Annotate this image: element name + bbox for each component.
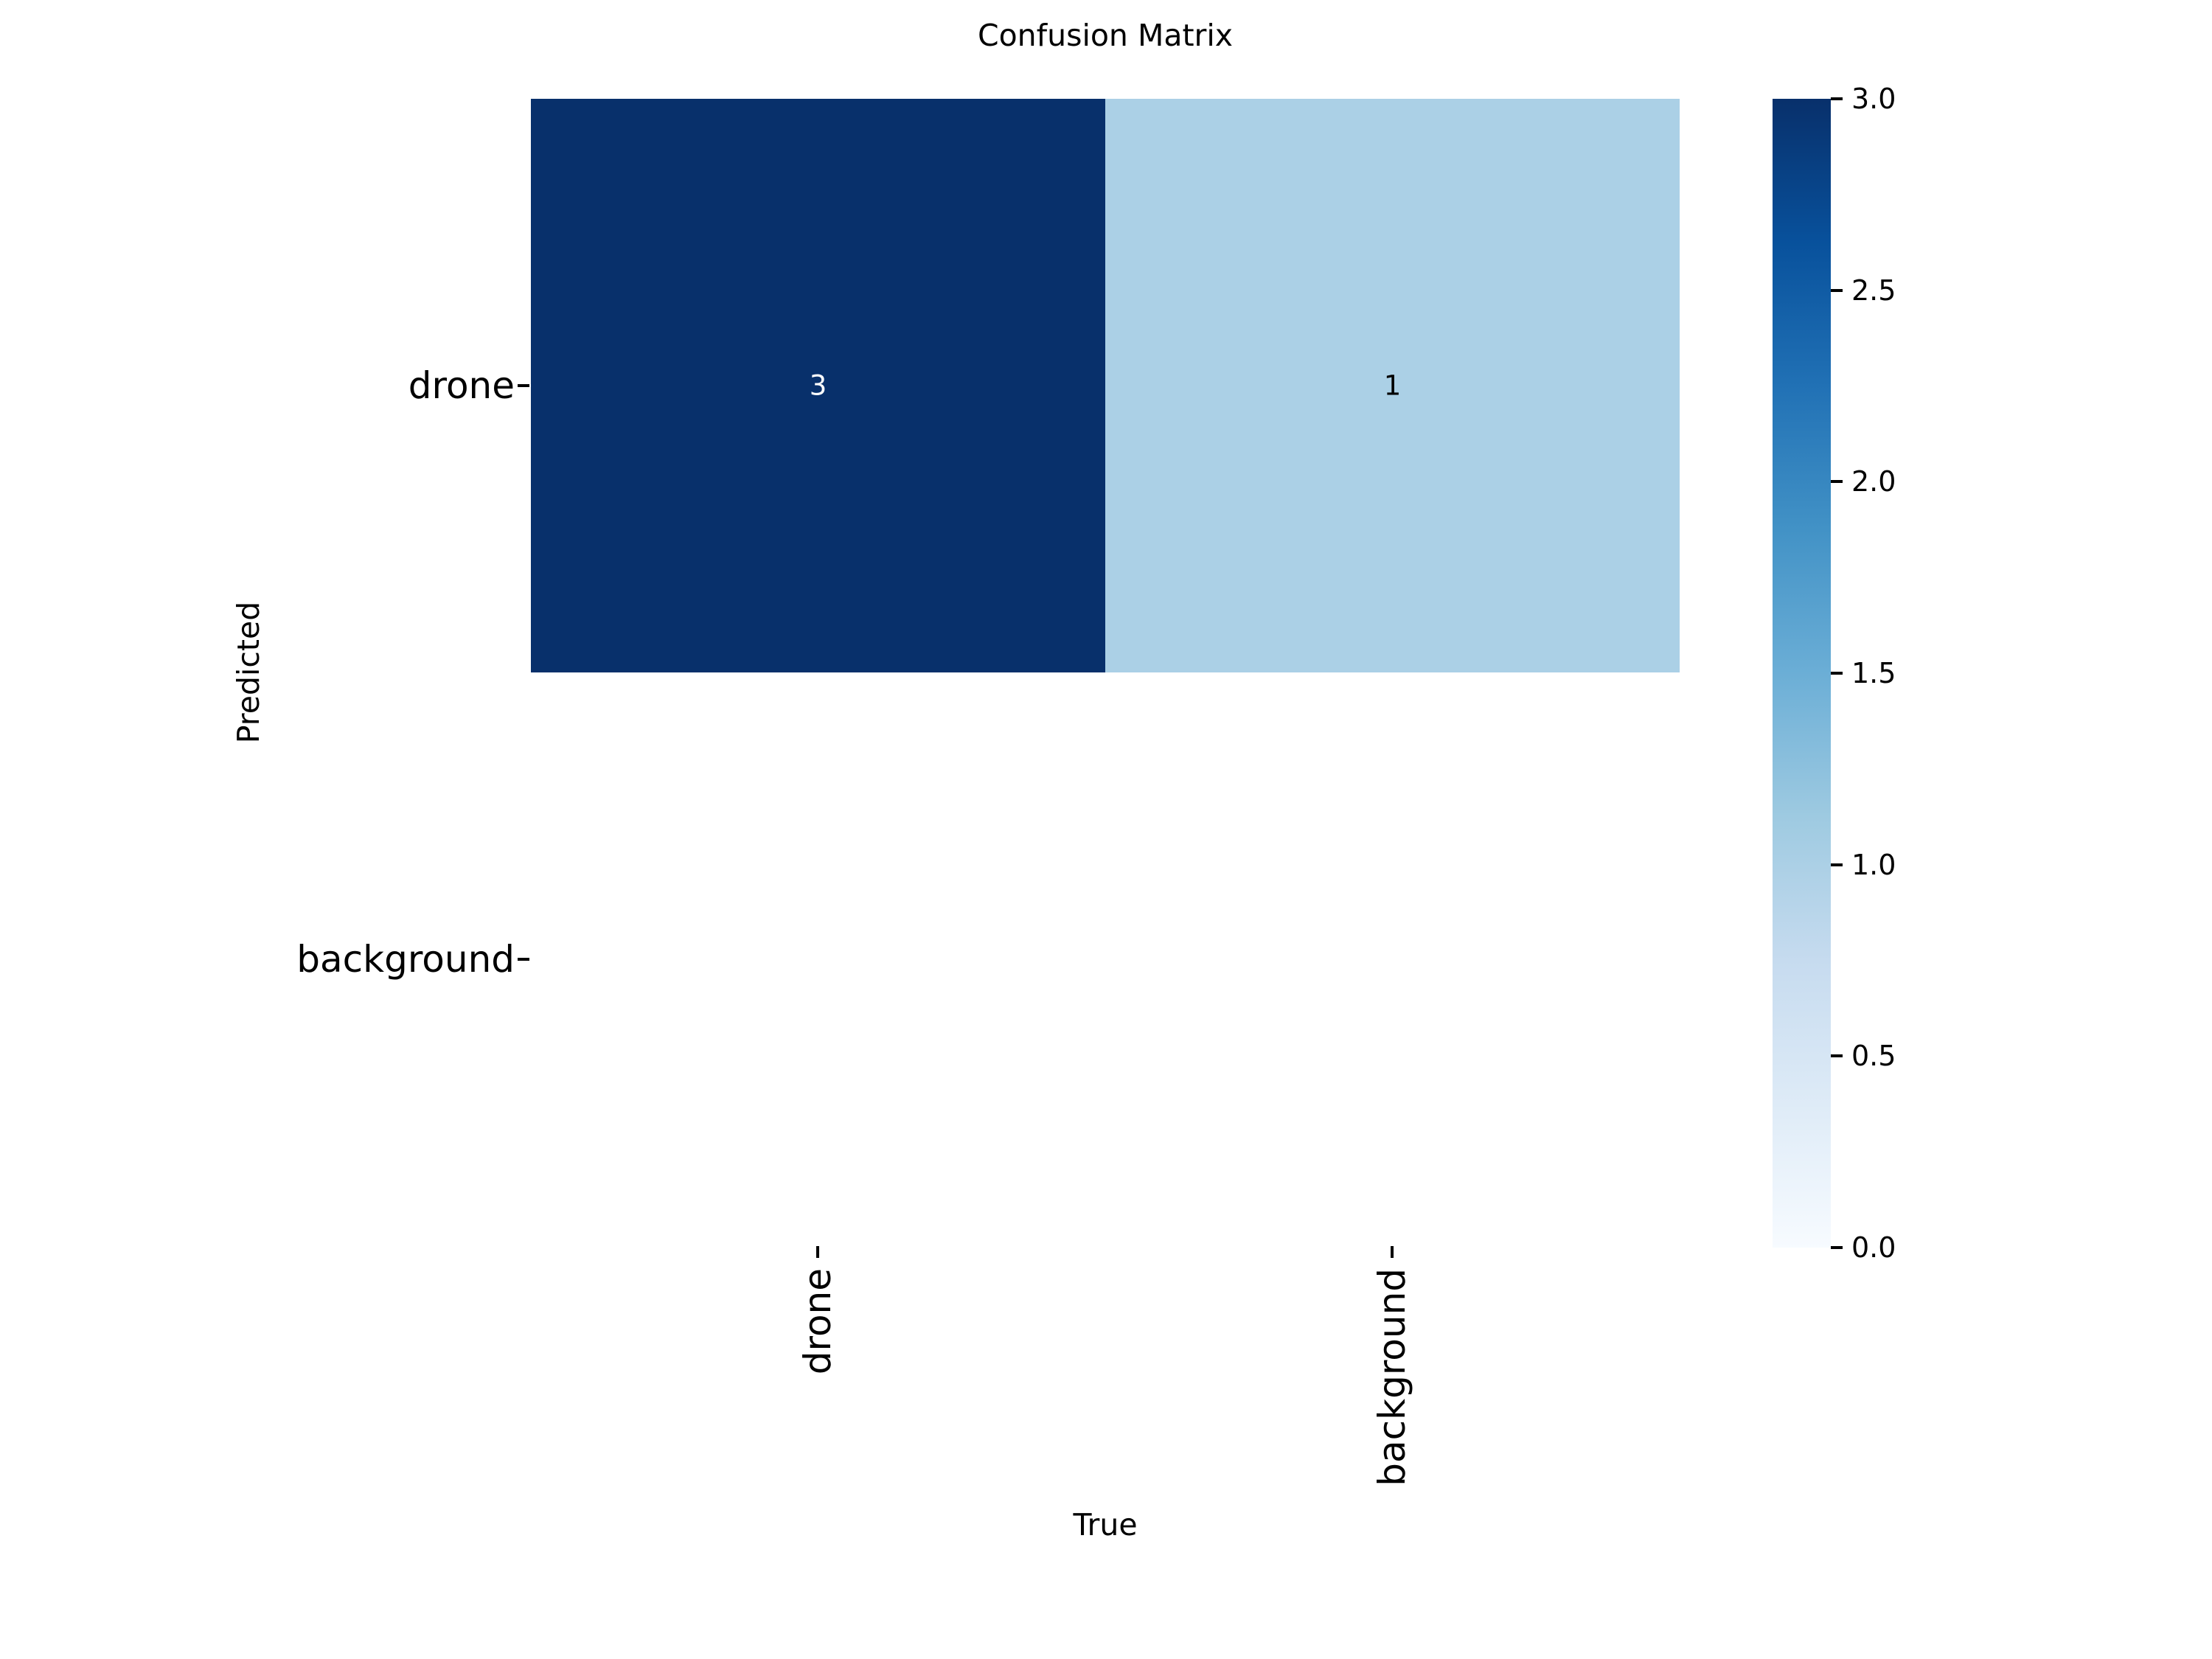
colorbar-tick-label: 1.0	[1851, 848, 1896, 881]
colorbar-tick-label: 3.0	[1851, 83, 1896, 115]
colorbar-tick-label: 2.5	[1851, 274, 1896, 307]
heatmap-cell-r0c1: 1	[1105, 99, 1680, 672]
x-axis-label: True	[1073, 1507, 1138, 1543]
colorbar-tick-mark	[1831, 480, 1843, 484]
x-tick-mark	[816, 1246, 819, 1258]
colorbar-tick-label: 1.5	[1851, 657, 1896, 689]
x-tick-mark	[1391, 1246, 1394, 1258]
colorbar-tick-label: 0.0	[1851, 1231, 1896, 1264]
colorbar-tick-mark	[1831, 672, 1843, 675]
heatmap-cell-r1c0	[531, 672, 1105, 1246]
heatmap-cell-r1c1	[1105, 672, 1680, 1246]
y-tick-mark	[518, 384, 529, 387]
y-tick-label-drone: drone	[408, 364, 515, 407]
colorbar-tick-mark	[1831, 1246, 1843, 1249]
colorbar-tick-label: 2.0	[1851, 465, 1896, 498]
chart-title: Confusion Matrix	[977, 18, 1234, 53]
cell-annotation: 1	[1383, 369, 1402, 402]
colorbar-tick-mark	[1831, 863, 1843, 866]
x-tick-label-drone: drone	[796, 1268, 839, 1375]
x-tick-label-background: background	[1371, 1268, 1413, 1486]
colorbar-tick-mark	[1831, 1054, 1843, 1058]
colorbar-tick-label: 0.5	[1851, 1040, 1896, 1073]
colorbar-ticks: 3.0 2.5 2.0 1.5 1.0 0.5 0.0	[1831, 83, 1978, 1264]
y-tick-mark	[518, 958, 529, 961]
colorbar-gradient	[1773, 99, 1831, 1248]
heatmap-grid: 3 1	[531, 99, 1680, 1246]
colorbar-tick-mark	[1831, 288, 1843, 292]
heatmap-cell-r0c0: 3	[531, 99, 1105, 672]
y-axis-label: Predicted	[231, 601, 266, 744]
colorbar-tick-mark	[1831, 97, 1843, 100]
cell-annotation: 3	[809, 369, 827, 402]
y-tick-label-background: background	[296, 938, 515, 981]
